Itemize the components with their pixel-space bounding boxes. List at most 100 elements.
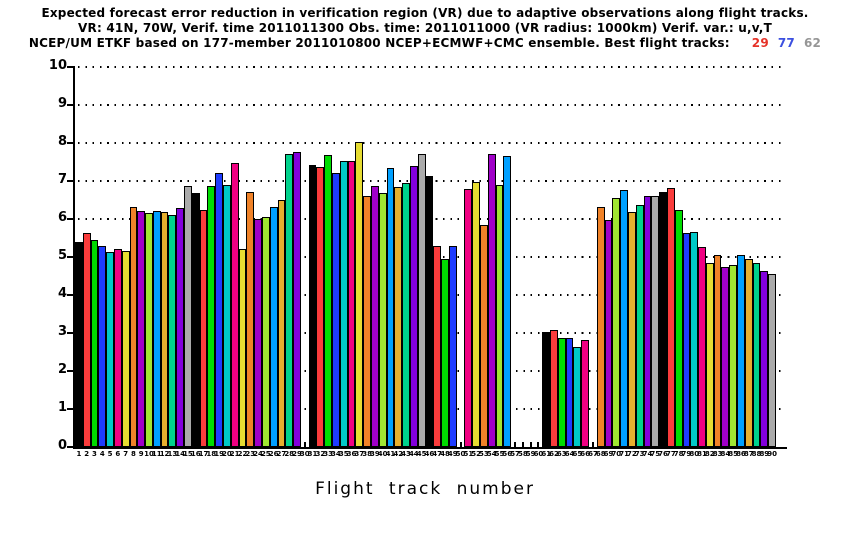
x-tick-label-13: 13 xyxy=(167,450,178,458)
bar-track-47 xyxy=(433,245,441,447)
x-tick-label-47: 47 xyxy=(432,450,443,458)
x-tick-label-2: 2 xyxy=(84,450,90,458)
bar-track-24 xyxy=(254,219,262,447)
y-tick-label-9: 9 xyxy=(57,96,67,111)
x-tick-label-44: 44 xyxy=(408,450,419,458)
x-tick-label-20: 20 xyxy=(222,450,232,458)
x-tick-label-84: 84 xyxy=(720,450,731,458)
bar-track-25 xyxy=(262,217,270,447)
x-tick-label-54: 54 xyxy=(486,450,497,458)
x-tick-label-26: 26 xyxy=(268,450,279,458)
y-tick-label-8: 8 xyxy=(57,134,67,149)
bar-track-21 xyxy=(231,163,239,447)
x-tick-label-39: 39 xyxy=(369,450,380,458)
x-tick-label-49: 49 xyxy=(447,450,458,458)
bar-track-68 xyxy=(597,206,605,447)
bar-track-27 xyxy=(278,200,285,447)
bar-track-53 xyxy=(480,225,488,447)
x-tick-label-16: 16 xyxy=(190,450,201,458)
x-tick-label-64: 64 xyxy=(564,450,575,458)
gridline-y9 xyxy=(78,104,786,106)
x-tick-label-53: 53 xyxy=(479,450,489,458)
x-tick-label-76: 76 xyxy=(658,450,668,458)
x-tick-30 xyxy=(303,442,306,447)
y-tick-label-4: 4 xyxy=(57,286,67,301)
bar-track-35 xyxy=(340,160,348,447)
x-tick-label-86: 86 xyxy=(736,450,746,458)
bar-track-51 xyxy=(464,188,472,447)
x-tick-label-23: 23 xyxy=(245,450,256,458)
x-tick-label-45: 45 xyxy=(416,450,427,458)
bar-track-20 xyxy=(223,184,231,447)
x-tick-label-31: 31 xyxy=(307,450,318,458)
bar-track-73 xyxy=(636,205,644,447)
x-tick-label-67: 67 xyxy=(588,450,598,458)
x-tick-label-73: 73 xyxy=(634,450,645,458)
x-tick-label-43: 43 xyxy=(401,450,411,458)
bar-track-77 xyxy=(667,187,675,447)
x-tick-57 xyxy=(514,442,517,447)
y-tick-10 xyxy=(67,66,74,68)
x-tick-label-34: 34 xyxy=(331,450,341,458)
x-tick-50 xyxy=(459,442,462,447)
x-tick-label-14: 14 xyxy=(175,450,186,458)
bar-track-40 xyxy=(379,193,387,447)
bar-track-33 xyxy=(324,155,332,447)
bar-track-9 xyxy=(137,210,145,447)
x-tick-label-72: 72 xyxy=(627,450,637,458)
bar-track-16 xyxy=(192,193,200,447)
x-tick-label-6: 6 xyxy=(115,450,121,458)
gridline-y10 xyxy=(78,66,786,68)
x-tick-label-80: 80 xyxy=(689,450,700,458)
bar-track-55 xyxy=(496,184,503,447)
bar-track-38 xyxy=(363,196,371,447)
x-tick-label-68: 68 xyxy=(595,450,606,458)
x-tick-label-21: 21 xyxy=(229,450,240,458)
bar-track-87 xyxy=(745,259,753,447)
y-tick-label-6: 6 xyxy=(57,210,67,225)
y-tick-6 xyxy=(67,218,74,220)
bar-track-43 xyxy=(402,182,410,447)
y-tick-label-1: 1 xyxy=(57,400,67,415)
x-tick-label-40: 40 xyxy=(377,450,388,458)
bar-track-54 xyxy=(488,154,496,447)
x-axis-line xyxy=(73,447,787,449)
chart-title-line3-text: NCEP/UM ETKF based on 177-member 2011010… xyxy=(28,36,730,50)
x-axis-title: Flight track number xyxy=(315,479,535,499)
x-tick-label-58: 58 xyxy=(517,450,528,458)
bar-track-26 xyxy=(270,206,278,447)
bar-track-3 xyxy=(91,239,98,447)
x-tick-label-3: 3 xyxy=(92,450,97,458)
x-tick-label-24: 24 xyxy=(253,450,263,458)
bar-track-71 xyxy=(620,189,628,447)
x-tick-label-82: 82 xyxy=(704,450,715,458)
bar-track-7 xyxy=(122,251,130,447)
x-tick-label-28: 28 xyxy=(284,450,295,458)
x-tick-label-27: 27 xyxy=(276,450,287,458)
bar-track-10 xyxy=(145,213,153,447)
x-tick-label-55: 55 xyxy=(494,450,505,458)
x-tick-label-74: 74 xyxy=(642,450,653,458)
chart-title-line3: NCEP/UM ETKF based on 177-member 2011010… xyxy=(0,36,850,50)
x-tick-label-5: 5 xyxy=(107,450,113,458)
y-tick-0 xyxy=(67,446,74,448)
bar-track-15 xyxy=(184,185,192,447)
x-tick-label-25: 25 xyxy=(260,450,271,458)
bar-track-89 xyxy=(760,270,768,447)
x-tick-67 xyxy=(591,442,594,447)
bar-track-85 xyxy=(729,264,737,447)
x-tick-label-4: 4 xyxy=(99,450,105,458)
x-tick-label-32: 32 xyxy=(315,450,326,458)
x-tick-label-1: 1 xyxy=(76,450,82,458)
x-tick-label-51: 51 xyxy=(463,450,474,458)
bar-track-17 xyxy=(200,209,207,447)
bar-track-76 xyxy=(659,191,667,447)
y-tick-2 xyxy=(67,370,74,372)
x-tick-label-37: 37 xyxy=(354,450,365,458)
bar-track-5 xyxy=(106,252,114,447)
x-tick-label-33: 33 xyxy=(323,450,333,458)
bar-track-29 xyxy=(293,151,301,447)
x-tick-label-35: 35 xyxy=(338,450,349,458)
bar-track-69 xyxy=(605,219,612,447)
